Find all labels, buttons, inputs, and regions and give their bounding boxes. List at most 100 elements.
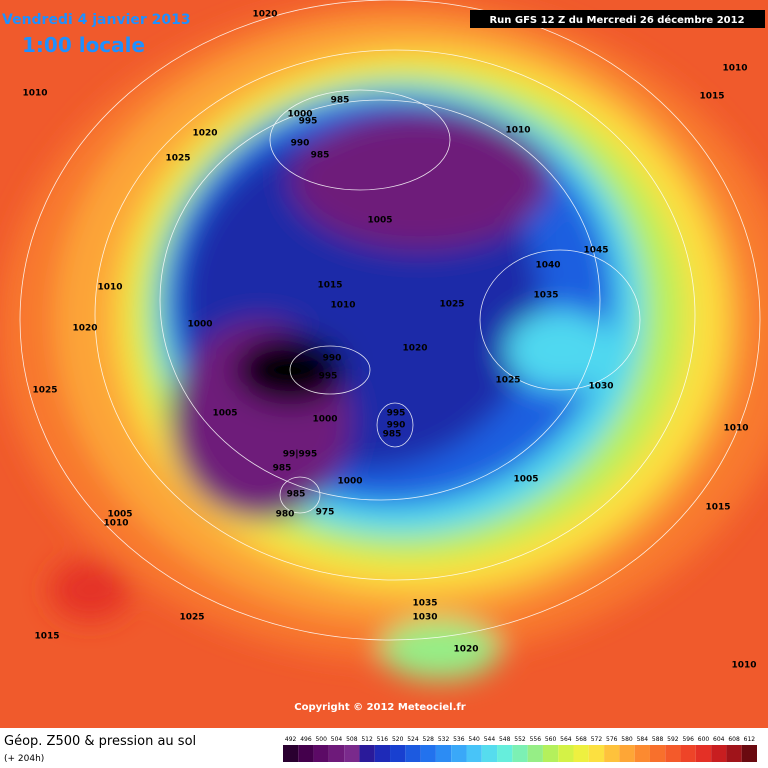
pressure-label: 1045 — [583, 246, 608, 256]
date: Vendredi 4 janvier 2013 — [2, 12, 191, 28]
pressure-label: 1015 — [705, 503, 730, 513]
colorbar-label: 520 — [392, 736, 404, 743]
colorbar-swatch — [542, 745, 559, 762]
colorbar-label: 600 — [698, 736, 710, 743]
colorbar-swatch — [374, 745, 391, 762]
colorbar-swatch — [359, 745, 375, 762]
pressure-label: 1010 — [723, 424, 748, 434]
pressure-label: 980 — [276, 510, 295, 520]
pressure-label: 1020 — [453, 645, 478, 655]
colorbar-label: 576 — [606, 736, 618, 743]
pressure-label: 1010 — [103, 519, 128, 529]
footer-title: Géop. Z500 & pression au sol — [4, 734, 196, 749]
pressure-label: 995 — [299, 117, 318, 127]
pressure-label: 1000 — [312, 415, 337, 425]
pressure-label: 1000 — [287, 110, 312, 120]
pressure-label: 1020 — [192, 129, 217, 139]
colorbar-swatch — [283, 745, 299, 762]
pressure-label: 1010 — [22, 89, 47, 99]
colorbar-swatch — [695, 745, 712, 762]
copyright: Copyright © 2012 Meteociel.fr — [294, 702, 465, 713]
pressure-label: 1025 — [179, 613, 204, 623]
colorbar-swatch — [604, 745, 620, 762]
colorbar-swatch — [328, 745, 345, 762]
colorbar-label: 560 — [545, 736, 557, 743]
colorbar-label: 552 — [514, 736, 526, 743]
colorbar-label: 612 — [744, 736, 756, 743]
pressure-label: 1000 — [337, 477, 362, 487]
colorbar-label: 524 — [407, 736, 419, 743]
colorbar-swatch — [451, 745, 467, 762]
pressure-label: 985 — [331, 96, 350, 106]
colorbar-label: 548 — [499, 736, 511, 743]
colorbar-label: 496 — [300, 736, 312, 743]
pressure-label: 1005 — [107, 510, 132, 520]
colorbar-swatch — [313, 745, 329, 762]
pressure-label: 1015 — [34, 632, 59, 642]
run-box — [470, 10, 765, 28]
pressure-label: 985 — [287, 490, 306, 500]
pressure-label: 1010 — [330, 301, 355, 311]
pressure-label: 1040 — [535, 261, 560, 271]
pressure-label: 1025 — [32, 386, 57, 396]
colorbar-swatch — [665, 745, 681, 762]
pressure-label: 1030 — [588, 382, 613, 392]
colorbar-label: 568 — [575, 736, 587, 743]
pressure-labels: 1020101010101015985100099510209909851025… — [22, 10, 756, 671]
footer-lead: (+ 204h) — [4, 754, 44, 764]
colorbar-label: 564 — [560, 736, 572, 743]
colorbar-swatch — [466, 745, 482, 762]
colorbar-swatch — [726, 745, 742, 762]
colorbar-label: 588 — [652, 736, 664, 743]
pressure-label: 990 — [387, 421, 406, 431]
colorbar-label: 592 — [667, 736, 679, 743]
colorbar-label: 572 — [591, 736, 603, 743]
colorbar-swatch — [680, 745, 696, 762]
pressure-label: 1005 — [513, 475, 538, 485]
colorbar-swatch — [588, 745, 605, 762]
pressure-label: 985 — [273, 464, 292, 474]
colorbar-swatch — [573, 745, 589, 762]
pressure-label: 1020 — [72, 324, 97, 334]
pressure-label: 1010 — [722, 64, 747, 74]
colorbar-label: 528 — [423, 736, 435, 743]
colorbar-label: 608 — [728, 736, 740, 743]
pressure-label: 1025 — [439, 300, 464, 310]
pressure-label: 975 — [316, 508, 335, 518]
colorbar-swatch — [512, 745, 528, 762]
pressure-label: 995 — [319, 372, 338, 382]
field — [0, 0, 768, 728]
pressure-label: 1020 — [252, 10, 277, 20]
pressure-label: 985 — [311, 151, 330, 161]
pressure-label: 1020 — [402, 344, 427, 354]
pressure-label: 995 — [387, 409, 406, 419]
pressure-label: 1005 — [212, 409, 237, 419]
pressure-label: 1015 — [317, 281, 342, 291]
colorbar-swatch — [634, 745, 650, 762]
colorbar-label: 540 — [468, 736, 480, 743]
pressure-label: 1030 — [412, 613, 437, 623]
pressure-label: 1010 — [97, 283, 122, 293]
pressure-label: 1005 — [367, 216, 392, 226]
pressure-label: 1035 — [533, 291, 558, 301]
colorbar: 492 496 500 504 508 512 516 520 524 528 532 536 540 5… — [283, 736, 757, 762]
colorbar-label: 516 — [377, 736, 389, 743]
colorbar-swatch — [711, 745, 727, 762]
colorbar-label: 544 — [484, 736, 496, 743]
colorbar-label: 500 — [315, 736, 327, 743]
time: 1:00 locale — [22, 33, 145, 57]
pressure-label: 1010 — [731, 661, 756, 671]
colorbar-swatch — [435, 745, 452, 762]
colorbar-swatch — [741, 745, 757, 762]
colorbar-label: 512 — [361, 736, 373, 743]
colorbar-label: 580 — [621, 736, 633, 743]
colorbar-swatch — [298, 745, 314, 762]
colorbar-label: 604 — [713, 736, 725, 743]
pressure-label: 990 — [291, 139, 310, 149]
pressure-label: 990 — [323, 354, 342, 364]
colorbar-swatch — [497, 745, 513, 762]
colorbar-label: 492 — [285, 736, 297, 743]
colorbar-swatch — [527, 745, 543, 762]
